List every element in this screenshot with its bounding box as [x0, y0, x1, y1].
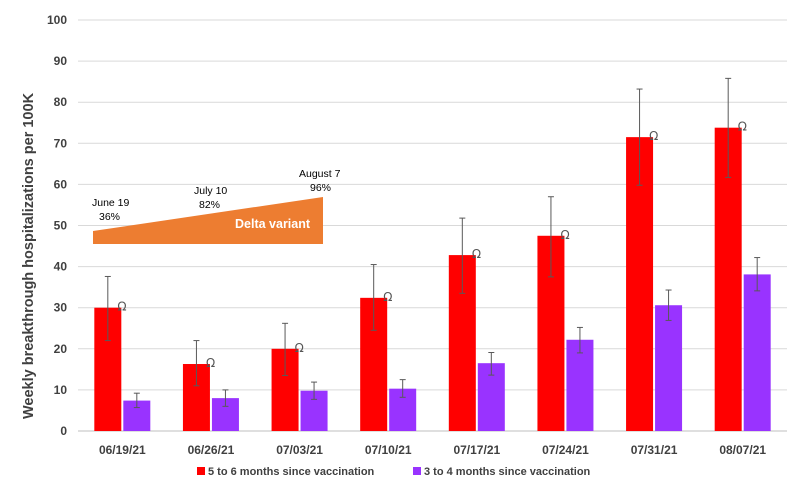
error-bar-5-to-6-months-since-vaccination-07-31-21: [636, 88, 643, 186]
annotation-date-3: August 7: [299, 168, 341, 180]
error-bar-5-to-6-months-since-vaccination-06-26-21: [193, 340, 200, 387]
legend-swatch-3-to-4-months: [413, 467, 421, 475]
y-tick-60: 60: [54, 177, 68, 191]
error-bar-3-to-4-months-since-vaccination-06-26-21: [222, 389, 229, 407]
annotation-pct-2: 82%: [199, 199, 220, 211]
error-bar-3-to-4-months-since-vaccination-07-17-21: [488, 351, 495, 376]
legend-label-5-to-6-months: 5 to 6 months since vaccination: [208, 466, 375, 478]
error-bar-5-to-6-months-since-vaccination-07-17-21: [459, 217, 466, 294]
bars: [94, 127, 771, 431]
y-tick-20: 20: [54, 342, 68, 356]
delta-variant-wedge: [93, 197, 323, 244]
delta-variant-label: Delta variant: [235, 217, 311, 231]
legend: 5 to 6 months since vaccination 3 to 4 m…: [197, 466, 591, 478]
legend-swatch-5-to-6-months: [197, 467, 205, 475]
marker-07-24-21: Ω: [560, 228, 569, 242]
bar-5-to-6-months-since-vaccination-08-07-21: [714, 127, 742, 431]
annotation-date-2: July 10: [194, 185, 227, 197]
error-bars: [104, 77, 761, 409]
x-tick-07-24-21: 07/24/21: [542, 443, 589, 457]
y-tick-90: 90: [54, 54, 68, 68]
delta-variant-band: Delta variant: [93, 197, 323, 244]
error-bar-5-to-6-months-since-vaccination-07-10-21: [370, 264, 377, 331]
y-tick-50: 50: [54, 219, 68, 233]
bar-5-to-6-months-since-vaccination-07-31-21: [626, 137, 654, 431]
bar-3-to-4-months-since-vaccination-08-07-21: [743, 274, 771, 431]
x-tick-07-10-21: 07/10/21: [365, 443, 412, 457]
annotation-pct-3: 96%: [310, 182, 331, 194]
y-tick-30: 30: [54, 301, 68, 315]
error-bar-3-to-4-months-since-vaccination-08-07-21: [754, 257, 761, 292]
legend-label-3-to-4-months: 3 to 4 months since vaccination: [424, 466, 591, 478]
y-tick-40: 40: [54, 260, 68, 274]
marker-07-17-21: Ω: [472, 247, 481, 261]
y-tick-10: 10: [54, 383, 68, 397]
marker-07-31-21: Ω: [649, 129, 658, 143]
error-bar-3-to-4-months-since-vaccination-06-19-21: [133, 392, 140, 409]
error-bar-3-to-4-months-since-vaccination-07-24-21: [576, 326, 583, 354]
annotation-pct-1: 36%: [99, 211, 120, 223]
bar-3-to-4-months-since-vaccination-07-24-21: [566, 339, 594, 431]
error-bar-5-to-6-months-since-vaccination-07-24-21: [547, 196, 554, 278]
y-axis-label: Weekly breakthrough hospitalizations per…: [21, 92, 37, 419]
y-tick-80: 80: [54, 95, 68, 109]
error-bar-5-to-6-months-since-vaccination-08-07-21: [725, 77, 732, 178]
x-tick-labels: 06/19/21 06/26/21 07/03/21 07/10/21 07/17/21…: [99, 443, 766, 457]
marker-06-19-21: Ω: [117, 300, 126, 314]
x-tick-07-17-21: 07/17/21: [453, 443, 500, 457]
error-bar-5-to-6-months-since-vaccination-07-03-21: [282, 322, 289, 377]
x-tick-06-19-21: 06/19/21: [99, 443, 146, 457]
x-tick-07-03-21: 07/03/21: [276, 443, 323, 457]
y-tick-labels: 0 10 20 30 40 50 60 70 80 90 100: [47, 13, 67, 438]
bar-markers: Ω Ω Ω Ω Ω Ω Ω Ω: [117, 120, 747, 370]
y-tick-100: 100: [47, 13, 67, 27]
annotation-date-1: June 19: [92, 197, 130, 209]
error-bar-3-to-4-months-since-vaccination-07-31-21: [665, 289, 672, 321]
error-bar-5-to-6-months-since-vaccination-06-19-21: [104, 275, 111, 342]
marker-08-07-21: Ω: [738, 120, 747, 134]
marker-07-03-21: Ω: [295, 341, 304, 355]
x-tick-06-26-21: 06/26/21: [188, 443, 235, 457]
error-bar-3-to-4-months-since-vaccination-07-03-21: [311, 381, 318, 400]
y-tick-70: 70: [54, 136, 68, 150]
bar-3-to-4-months-since-vaccination-07-31-21: [655, 305, 683, 431]
variant-share-annotations: June 19 36% July 10 82% August 7 96%: [92, 168, 341, 223]
marker-06-26-21: Ω: [206, 356, 215, 370]
x-tick-07-31-21: 07/31/21: [631, 443, 678, 457]
marker-07-10-21: Ω: [383, 290, 392, 304]
x-tick-08-07-21: 08/07/21: [719, 443, 766, 457]
y-tick-0: 0: [60, 424, 67, 438]
error-bar-3-to-4-months-since-vaccination-07-10-21: [399, 379, 406, 398]
